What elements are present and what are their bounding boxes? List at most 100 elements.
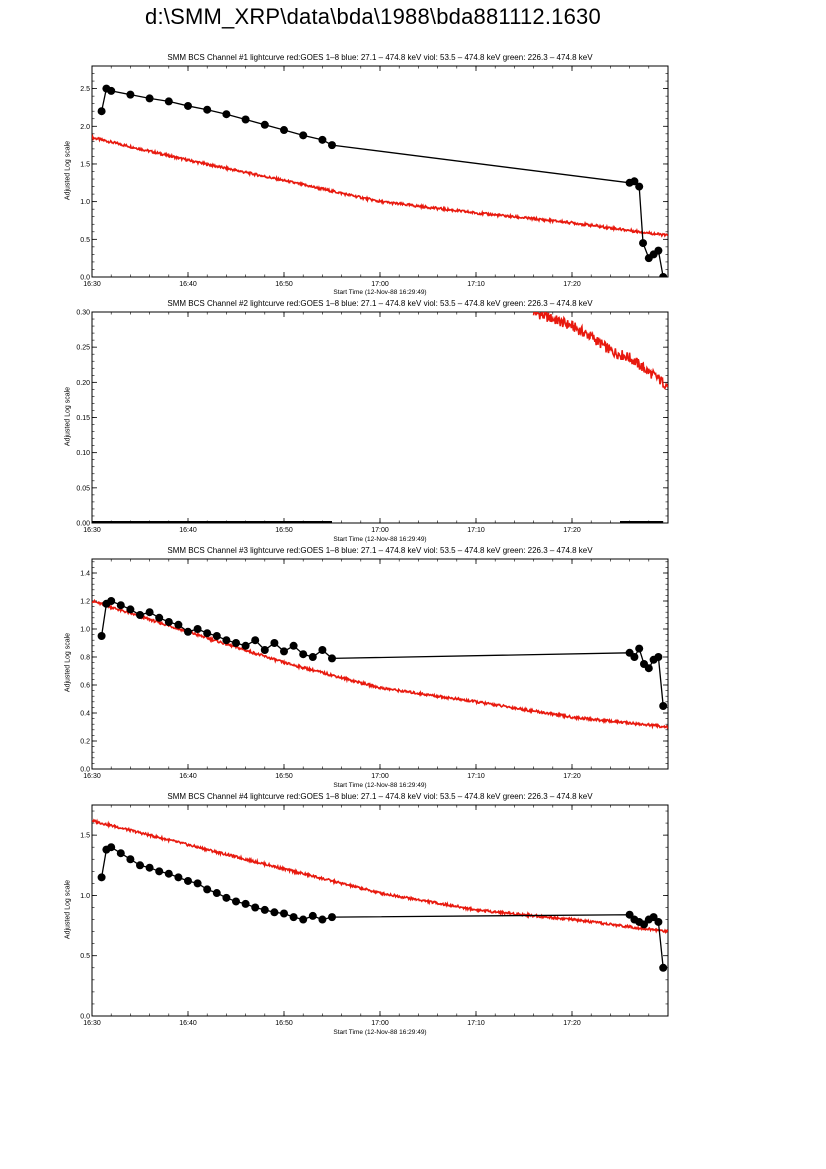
bcs-data-point	[280, 647, 288, 656]
bcs-data-point	[328, 913, 336, 922]
y-tick-label: 0.25	[76, 345, 90, 352]
bcs-data-point	[308, 653, 317, 661]
bcs-data-point	[107, 86, 116, 95]
x-tick-label: 17:20	[563, 773, 581, 780]
bcs-data-point	[107, 597, 116, 605]
page-title: d:\SMM_XRP\data\bda\1988\bda881112.1630	[145, 4, 601, 29]
x-tick-label: 16:50	[275, 1020, 293, 1027]
bcs-data-point	[222, 893, 231, 902]
bcs-data-point	[155, 613, 164, 622]
bcs-data-point	[659, 702, 668, 710]
x-tick-label: 16:50	[275, 527, 293, 534]
y-tick-label: 0.30	[76, 310, 90, 317]
y-tick-label: 0.0	[80, 275, 90, 282]
bcs-data-point	[299, 915, 308, 924]
bcs-data-point	[222, 110, 231, 119]
bcs-data-point	[126, 90, 135, 99]
bcs-data-point	[328, 141, 336, 150]
y-tick-label: 1.5	[80, 833, 90, 840]
y-tick-label: 0.8	[80, 655, 90, 662]
bcs-data-point	[116, 849, 125, 858]
bcs-data-point	[644, 664, 653, 673]
y-tick-label: 1.0	[80, 893, 90, 900]
chart-title: SMM BCS Channel #2 lightcurve red:GOES 1…	[167, 299, 593, 308]
chart-title: SMM BCS Channel #3 lightcurve red:GOES 1…	[167, 546, 593, 555]
bcs-data-point	[270, 639, 279, 647]
y-tick-label: 0.5	[80, 953, 90, 960]
y-tick-label: 0.00	[76, 521, 90, 528]
y-tick-label: 0.10	[76, 450, 90, 457]
bcs-data-point	[260, 646, 269, 654]
bcs-data-point	[289, 913, 298, 922]
bcs-data-point	[203, 629, 212, 638]
bcs-data-point	[222, 636, 231, 645]
plot-frame	[91, 804, 669, 1017]
x-tick-label: 16:50	[275, 281, 293, 288]
bcs-data-point	[193, 625, 202, 633]
bcs-data-point	[136, 861, 144, 870]
bcs-series-line	[100, 600, 664, 707]
goes-series-line	[92, 818, 668, 935]
bcs-data-point	[155, 867, 164, 876]
x-tick-label: 17:20	[563, 1020, 581, 1027]
x-tick-label: 17:10	[467, 281, 485, 288]
bcs-data-point	[97, 873, 106, 882]
x-tick-label: 17:10	[467, 527, 485, 534]
bcs-data-point	[280, 909, 288, 918]
bcs-series-line	[100, 846, 664, 968]
bcs-data-point	[212, 632, 221, 640]
bcs-data-point	[164, 869, 173, 878]
bcs-data-point	[203, 885, 212, 894]
chart-plot: 16:30 16:40 16:50 17:00 17:10 17:20 0.00 0.05 0.…	[76, 310, 669, 534]
x-tick-label: 17:00	[371, 527, 389, 534]
x-tick-label: 16:40	[179, 1020, 197, 1027]
y-tick-label: 2.5	[80, 86, 90, 93]
x-axis-label: Start Time (12-Nov-88 16:29:49)	[333, 782, 427, 789]
bcs-data-point	[126, 605, 135, 614]
x-tick-label: 16:30	[83, 527, 101, 534]
x-tick-label: 17:20	[563, 527, 581, 534]
goes-series-line	[92, 133, 668, 238]
bcs-data-point	[174, 620, 183, 629]
bcs-data-point	[97, 107, 106, 116]
x-tick-label: 16:50	[275, 773, 293, 780]
chart-plot: 16:30 16:40 16:50 17:00 17:10 17:20 0.0 0.2 0.4 0…	[80, 558, 669, 780]
y-tick-label: 0.6	[80, 683, 90, 690]
bcs-data-point	[145, 94, 154, 103]
x-axis-label: Start Time (12-Nov-88 16:29:49)	[333, 1029, 427, 1036]
bcs-data-point	[97, 632, 106, 640]
bcs-data-point	[260, 120, 269, 129]
bcs-data-point	[203, 105, 212, 114]
bcs-data-point	[251, 903, 260, 912]
bcs-data-point	[654, 653, 663, 661]
bcs-data-point	[232, 639, 240, 647]
bcs-data-point	[164, 97, 173, 106]
goes-series-line	[532, 312, 668, 390]
x-tick-label: 17:00	[371, 773, 389, 780]
bcs-data-point	[308, 911, 317, 920]
chart-title: SMM BCS Channel #1 lightcurve red:GOES 1…	[167, 53, 593, 62]
x-tick-label: 16:30	[83, 1020, 101, 1027]
bcs-data-point	[251, 636, 260, 645]
y-tick-label: 2.0	[80, 124, 90, 131]
chart-title: SMM BCS Channel #4 lightcurve red:GOES 1…	[167, 792, 593, 801]
x-tick-label: 16:40	[179, 773, 197, 780]
bcs-data-point	[270, 908, 279, 917]
x-tick-label: 17:10	[467, 1020, 485, 1027]
y-tick-label: 0.0	[80, 1014, 90, 1021]
chart-plot: 16:30 16:40 16:50 17:00 17:10 17:20 0.0 0.5 1.0 1…	[80, 804, 669, 1027]
bcs-data-point	[260, 905, 269, 914]
bcs-data-point	[126, 855, 135, 864]
bcs-data-point	[136, 611, 144, 619]
bcs-data-point	[164, 618, 173, 626]
x-tick-label: 16:40	[179, 527, 197, 534]
bcs-data-point	[107, 843, 116, 852]
bcs-data-point	[318, 646, 327, 654]
x-axis-label: Start Time (12-Nov-88 16:29:49)	[333, 289, 427, 296]
bcs-data-point	[184, 876, 192, 885]
bcs-data-point	[328, 654, 336, 663]
x-axis-label: Start Time (12-Nov-88 16:29:49)	[333, 536, 427, 543]
bcs-data-point	[241, 115, 250, 124]
bcs-data-point	[241, 899, 250, 908]
y-tick-label: 1.0	[80, 199, 90, 206]
